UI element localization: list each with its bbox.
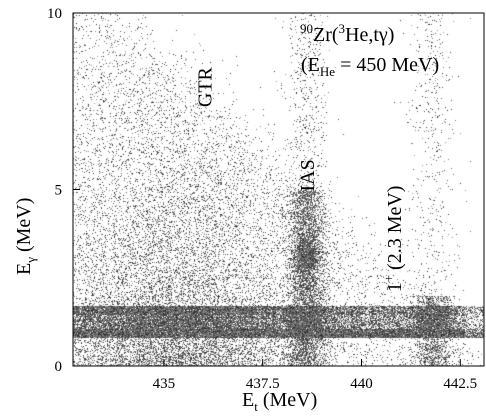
- x-tick-label: 442.5: [443, 376, 477, 392]
- peak-label-ias: IAS: [297, 159, 319, 191]
- intensity-map: [73, 13, 484, 366]
- peak-label-one-plus: 1+ (2.3 MeV): [381, 186, 406, 293]
- y-axis-label: Eγ (MeV): [13, 198, 38, 275]
- y-tick-label: 5: [55, 183, 63, 199]
- axis-ticks: 435 437.5 440 442.5 0 5 10: [47, 6, 477, 392]
- beam-energy-label: (EHe = 450 MeV): [301, 54, 439, 79]
- y-tick-label: 0: [55, 359, 63, 375]
- y-tick-label: 10: [47, 6, 62, 22]
- x-tick-label: 437.5: [246, 376, 280, 392]
- x-tick-label: 435: [153, 376, 176, 392]
- x-tick-label: 440: [350, 376, 373, 392]
- reaction-label: 90Zr(3He,tγ): [300, 21, 394, 46]
- intensity-image: [73, 13, 484, 366]
- peak-label-gtr: GTR: [194, 66, 216, 107]
- peak-labels: GTR IAS 1+ (2.3 MeV): [194, 66, 406, 292]
- x-axis-label: Et (MeV): [242, 389, 317, 414]
